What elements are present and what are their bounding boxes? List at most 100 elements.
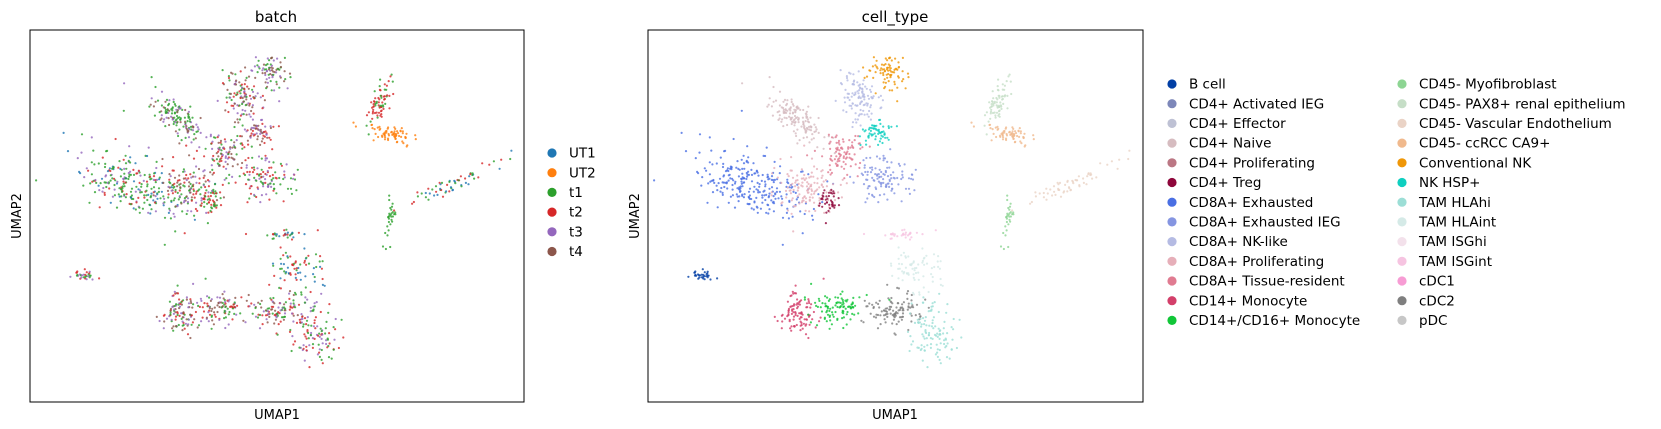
point: [1066, 180, 1069, 183]
point: [807, 336, 810, 340]
point: [933, 265, 936, 269]
point: [835, 141, 838, 144]
point: [162, 314, 165, 317]
point: [427, 187, 430, 190]
point: [268, 283, 271, 286]
point: [807, 298, 810, 301]
legend-label-t4: t4: [569, 244, 583, 260]
point: [332, 348, 335, 351]
point: [827, 133, 831, 136]
point: [178, 105, 181, 108]
point: [311, 343, 315, 346]
point: [232, 107, 235, 110]
legend-item-cdc2: cDC2: [1397, 293, 1455, 309]
point: [193, 133, 196, 136]
point: [1003, 84, 1007, 87]
point: [286, 266, 289, 269]
point: [116, 180, 119, 183]
point: [315, 301, 318, 304]
point: [294, 276, 297, 279]
point: [841, 147, 844, 150]
point: [836, 146, 839, 149]
point: [1078, 185, 1081, 188]
point: [200, 320, 203, 323]
point: [440, 181, 444, 184]
point: [874, 167, 877, 170]
point: [271, 312, 274, 315]
point: [240, 86, 244, 89]
point: [148, 105, 151, 108]
point: [380, 115, 383, 118]
point: [247, 102, 250, 105]
point: [841, 290, 844, 293]
point: [856, 118, 860, 121]
point: [873, 179, 876, 182]
point: [174, 205, 177, 208]
point: [907, 187, 911, 190]
point: [829, 319, 832, 322]
point: [399, 130, 402, 133]
point: [292, 299, 295, 302]
point: [708, 136, 711, 139]
point: [199, 131, 202, 134]
point: [989, 112, 992, 115]
point: [267, 73, 270, 76]
point: [130, 196, 133, 199]
point: [254, 56, 257, 59]
point: [392, 92, 395, 96]
point: [187, 302, 191, 305]
point: [314, 316, 317, 319]
point: [1009, 215, 1013, 218]
point: [880, 67, 883, 70]
point: [802, 123, 805, 126]
point: [702, 273, 705, 276]
point: [400, 135, 403, 138]
point: [239, 96, 242, 100]
point: [186, 333, 190, 336]
point: [187, 306, 190, 309]
point: [98, 206, 101, 209]
point: [858, 86, 862, 89]
point: [1045, 198, 1048, 201]
point: [793, 114, 797, 118]
point: [89, 274, 92, 277]
point: [159, 197, 162, 200]
point: [998, 109, 1001, 112]
point: [152, 191, 155, 194]
point: [262, 170, 265, 174]
point: [168, 207, 171, 210]
point: [869, 156, 872, 159]
point: [896, 86, 899, 89]
point: [253, 193, 256, 196]
point: [268, 66, 271, 69]
point: [246, 85, 249, 88]
point: [880, 183, 883, 186]
point: [827, 194, 831, 198]
point: [154, 195, 157, 198]
point: [910, 177, 913, 180]
point: [770, 199, 773, 202]
point: [1005, 220, 1009, 224]
point: [279, 320, 282, 323]
point: [910, 236, 913, 239]
point: [391, 80, 394, 83]
point: [848, 152, 851, 156]
legend-marker-cd14-cd16-monocyte: [1167, 315, 1177, 325]
point: [135, 185, 138, 188]
point: [183, 313, 186, 316]
point: [312, 267, 315, 270]
point: [807, 105, 810, 108]
point: [155, 315, 158, 318]
point: [687, 275, 690, 278]
point: [379, 78, 382, 81]
point: [890, 296, 893, 300]
point: [876, 177, 879, 180]
point: [870, 166, 874, 169]
point: [239, 312, 242, 315]
point: [913, 267, 916, 270]
point: [176, 312, 179, 315]
batch-xlabel: UMAP1: [254, 408, 300, 423]
point: [401, 132, 404, 135]
point: [850, 104, 853, 107]
point: [1024, 144, 1027, 147]
